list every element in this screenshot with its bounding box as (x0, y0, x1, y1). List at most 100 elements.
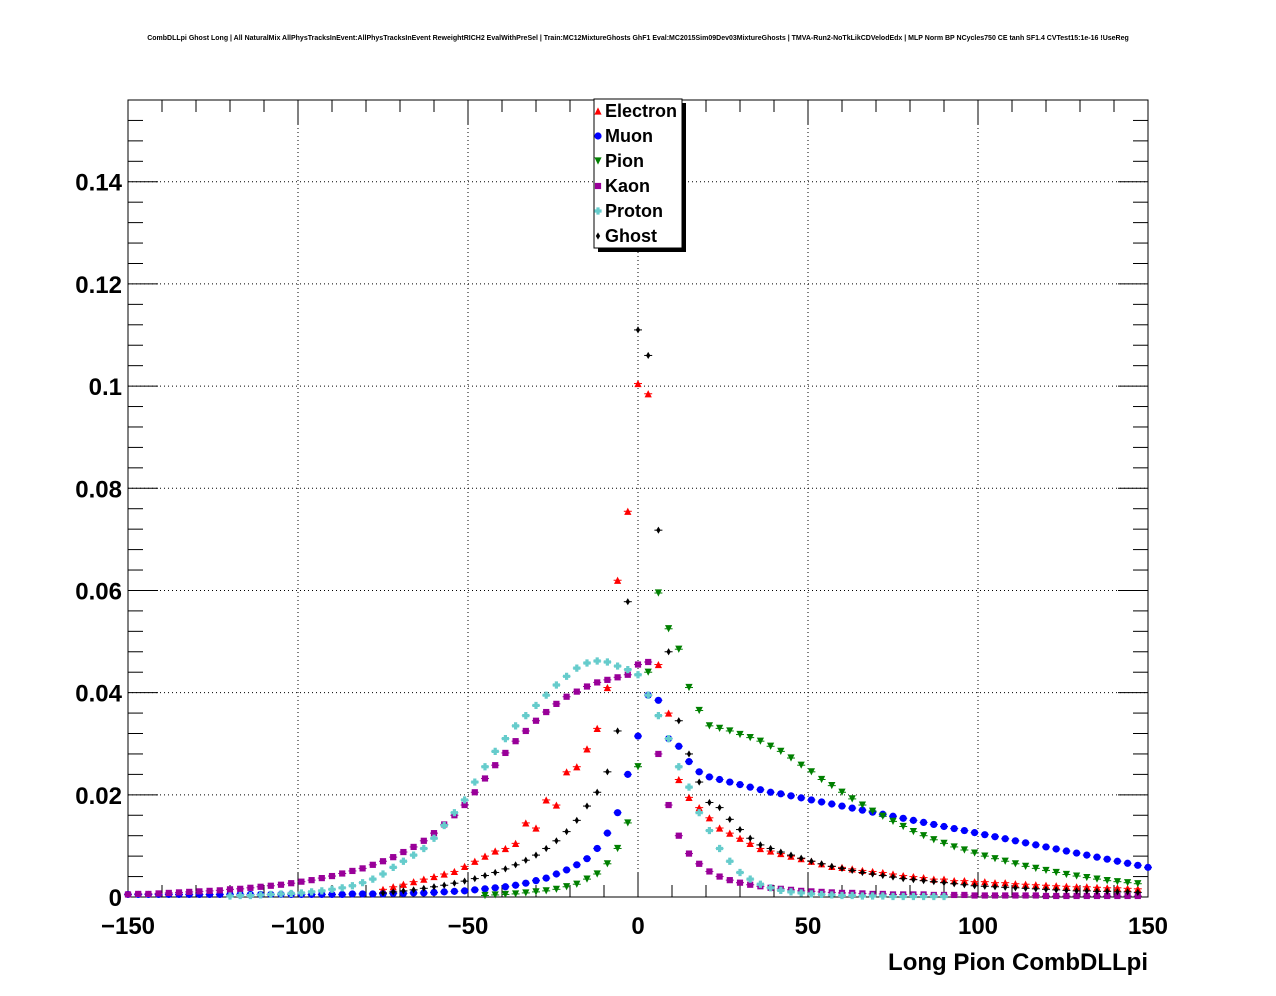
data-point-kaon (522, 727, 529, 735)
data-point-ghost (462, 877, 467, 885)
data-point-ghost (819, 860, 824, 868)
data-point-pion (532, 888, 540, 896)
y-tick-label: 0.14 (75, 170, 122, 197)
data-point-muon (981, 831, 989, 839)
data-point-ghost (799, 854, 804, 862)
data-point-electron (563, 768, 571, 776)
data-point-pion (1022, 862, 1030, 870)
data-point-pion (981, 852, 989, 860)
data-point-ghost (941, 879, 947, 887)
data-point-ghost (1043, 885, 1049, 893)
data-point-proton (634, 671, 642, 679)
data-point-electron (675, 775, 683, 784)
data-point-pion (644, 668, 652, 676)
data-point-ghost (768, 844, 773, 853)
data-point-muon (1124, 859, 1132, 867)
data-point-muon (858, 806, 867, 814)
data-point-electron (614, 576, 622, 584)
data-point-pion (1032, 864, 1040, 872)
data-point-muon (716, 775, 724, 784)
data-point-ghost (1054, 886, 1059, 894)
data-point-ghost (411, 886, 416, 894)
data-point-pion (1124, 879, 1132, 887)
data-point-proton (828, 891, 836, 899)
data-point-proton (491, 747, 499, 755)
data-point-kaon (1104, 892, 1111, 900)
data-point-ghost (952, 880, 957, 888)
data-point-proton (461, 796, 469, 804)
data-point-muon (491, 884, 499, 892)
data-point-proton (532, 701, 540, 710)
data-point-pion (807, 768, 815, 776)
data-point-kaon (1063, 892, 1070, 900)
data-point-ghost (1094, 887, 1100, 895)
data-point-electron (491, 847, 499, 855)
data-point-electron (1032, 881, 1040, 889)
data-point-electron (695, 803, 703, 812)
data-point-muon (338, 890, 346, 899)
data-point-electron (410, 878, 418, 886)
data-point-pion (1093, 875, 1101, 883)
data-point-proton (573, 664, 581, 672)
data-point-proton (369, 875, 377, 883)
data-point-pion (634, 763, 642, 771)
data-point-pion (716, 724, 724, 733)
data-point-electron (685, 793, 693, 801)
data-point-ghost (1125, 888, 1130, 896)
data-point-proton (920, 892, 928, 901)
data-point-muon (450, 887, 458, 895)
y-tick-label: 0.04 (75, 681, 122, 708)
data-point-electron (705, 814, 713, 822)
data-point-proton (777, 886, 785, 894)
data-point-ghost (544, 844, 549, 853)
data-point-kaon (624, 671, 631, 678)
data-point-ghost (615, 727, 620, 735)
data-point-ghost (788, 851, 794, 859)
data-point-kaon (216, 887, 223, 894)
data-point-ghost (380, 889, 386, 897)
data-point-muon (552, 870, 561, 878)
data-point-ghost (1135, 888, 1140, 897)
data-point-pion (675, 645, 683, 653)
data-point-kaon (379, 858, 387, 865)
data-point-electron (644, 390, 652, 398)
data-point-ghost (1115, 888, 1120, 896)
data-point-kaon (675, 832, 682, 839)
data-point-pion (960, 846, 968, 854)
data-point-proton (399, 857, 407, 865)
data-point-pion (838, 788, 846, 796)
data-point-electron (981, 878, 989, 886)
data-point-ghost (911, 876, 916, 884)
data-point-kaon (1124, 892, 1131, 900)
data-point-ghost (901, 875, 906, 883)
data-point-kaon (277, 881, 285, 888)
data-point-pion (654, 589, 662, 597)
data-point-ghost (880, 871, 885, 880)
x-tick-label: 100 (958, 913, 998, 940)
data-point-ghost (870, 870, 875, 878)
series-kaon (124, 658, 1142, 900)
x-tick-label: 0 (631, 913, 644, 940)
data-point-pion (889, 817, 897, 825)
data-point-kaon (971, 892, 978, 899)
data-point-proton (512, 722, 520, 730)
data-point-ghost (850, 866, 855, 875)
data-point-ghost (442, 881, 447, 889)
data-point-ghost (697, 778, 702, 786)
data-point-proton (818, 890, 826, 899)
data-point-electron (1073, 883, 1081, 891)
data-point-kaon (461, 801, 468, 809)
data-point-ghost (1023, 884, 1028, 892)
data-point-proton (501, 735, 509, 743)
data-point-muon (1093, 853, 1101, 861)
data-point-ghost (1105, 887, 1110, 895)
data-point-electron (1052, 882, 1060, 890)
data-point-electron (746, 839, 754, 847)
data-point-muon (971, 829, 979, 837)
data-point-pion (756, 737, 764, 745)
data-point-proton (236, 891, 244, 900)
data-point-muon (583, 855, 591, 863)
data-point-pion (624, 819, 632, 827)
data-point-proton (552, 681, 560, 689)
data-point-muon (348, 890, 356, 898)
